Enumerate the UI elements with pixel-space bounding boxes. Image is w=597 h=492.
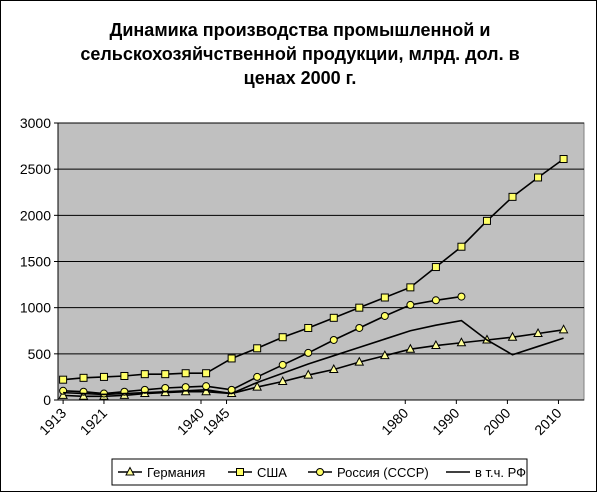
data-point bbox=[277, 375, 288, 386]
series-line bbox=[63, 329, 564, 398]
data-point bbox=[558, 324, 569, 334]
chart-title-line-3: ценах 2000 г. bbox=[243, 68, 357, 88]
y-tick-label: 1500 bbox=[20, 254, 51, 270]
data-point bbox=[161, 370, 170, 379]
data-point bbox=[431, 339, 441, 350]
x-tick-label: 1980 bbox=[378, 405, 411, 438]
data-point bbox=[236, 468, 244, 476]
data-point bbox=[354, 356, 365, 366]
data-point bbox=[227, 354, 236, 363]
legend-label: Германия bbox=[147, 465, 205, 480]
data-point bbox=[125, 466, 135, 476]
chart-title: Динамика производства промышленной и сел… bbox=[40, 18, 560, 90]
data-point bbox=[380, 350, 390, 360]
y-tick-label: 3000 bbox=[20, 115, 51, 131]
y-tick-label: 500 bbox=[28, 346, 52, 362]
data-point bbox=[99, 389, 108, 398]
data-point bbox=[507, 331, 518, 341]
data-point bbox=[559, 155, 568, 164]
data-point bbox=[329, 313, 338, 322]
series-none bbox=[63, 319, 564, 396]
data-point bbox=[431, 263, 440, 272]
legend: Германия США Россия (СССР) в т.ч. РФ bbox=[111, 458, 528, 486]
x-tick-label: 2000 bbox=[480, 405, 513, 438]
data-point bbox=[181, 383, 190, 392]
data-point bbox=[533, 327, 543, 338]
data-point bbox=[253, 372, 262, 381]
data-point bbox=[431, 296, 440, 305]
data-point bbox=[161, 383, 170, 392]
legend-label: в т.ч. РФ bbox=[475, 465, 526, 480]
data-point bbox=[456, 337, 467, 347]
data-point bbox=[534, 173, 543, 182]
legend-label: Россия (СССР) bbox=[337, 465, 429, 480]
data-point bbox=[304, 348, 313, 357]
data-point bbox=[329, 335, 338, 344]
series-group bbox=[58, 155, 569, 400]
data-point bbox=[202, 382, 211, 391]
data-point bbox=[181, 369, 190, 378]
data-point bbox=[380, 293, 389, 302]
data-point bbox=[405, 343, 416, 353]
x-tick-label: 1990 bbox=[429, 405, 462, 438]
y-axis: 0 500 1000 1500 2000 2500 3000 bbox=[20, 115, 59, 408]
x-tick-label: 1945 bbox=[199, 405, 232, 438]
x-tick-label: 1921 bbox=[77, 405, 110, 438]
data-point bbox=[304, 323, 313, 332]
data-point bbox=[482, 216, 491, 225]
data-point bbox=[406, 300, 415, 309]
legend-label: США bbox=[257, 465, 287, 480]
y-tick-label: 2000 bbox=[20, 207, 51, 223]
y-tick-label: 2500 bbox=[20, 161, 51, 177]
data-point bbox=[278, 333, 287, 342]
data-point bbox=[99, 372, 108, 381]
data-point bbox=[202, 369, 211, 378]
x-tick-label: 1913 bbox=[36, 405, 69, 438]
data-point bbox=[253, 344, 262, 353]
data-point bbox=[355, 323, 364, 332]
data-point bbox=[328, 363, 339, 374]
data-point bbox=[457, 292, 466, 301]
data-point bbox=[303, 369, 314, 379]
data-point bbox=[252, 381, 262, 391]
data-point bbox=[278, 360, 287, 369]
data-point bbox=[508, 192, 517, 201]
data-point bbox=[59, 375, 68, 384]
data-point bbox=[406, 283, 415, 292]
series-line bbox=[63, 319, 564, 396]
data-point bbox=[380, 311, 389, 320]
data-point bbox=[355, 303, 364, 312]
x-tick-label: 1940 bbox=[174, 405, 207, 438]
y-tick-label: 0 bbox=[43, 392, 51, 408]
data-point bbox=[120, 371, 129, 380]
x-tick-label: 2010 bbox=[531, 405, 564, 438]
data-point bbox=[140, 370, 149, 379]
data-point bbox=[316, 468, 324, 476]
data-point bbox=[79, 373, 88, 382]
chart-title-line-2: сельскохозяйчственной продукции, млрд. д… bbox=[80, 44, 520, 64]
series-square bbox=[59, 155, 568, 384]
y-tick-label: 1000 bbox=[20, 300, 51, 316]
data-point bbox=[457, 242, 466, 251]
series-line bbox=[63, 158, 565, 381]
chart-title-line-1: Динамика производства промышленной и bbox=[109, 20, 491, 40]
